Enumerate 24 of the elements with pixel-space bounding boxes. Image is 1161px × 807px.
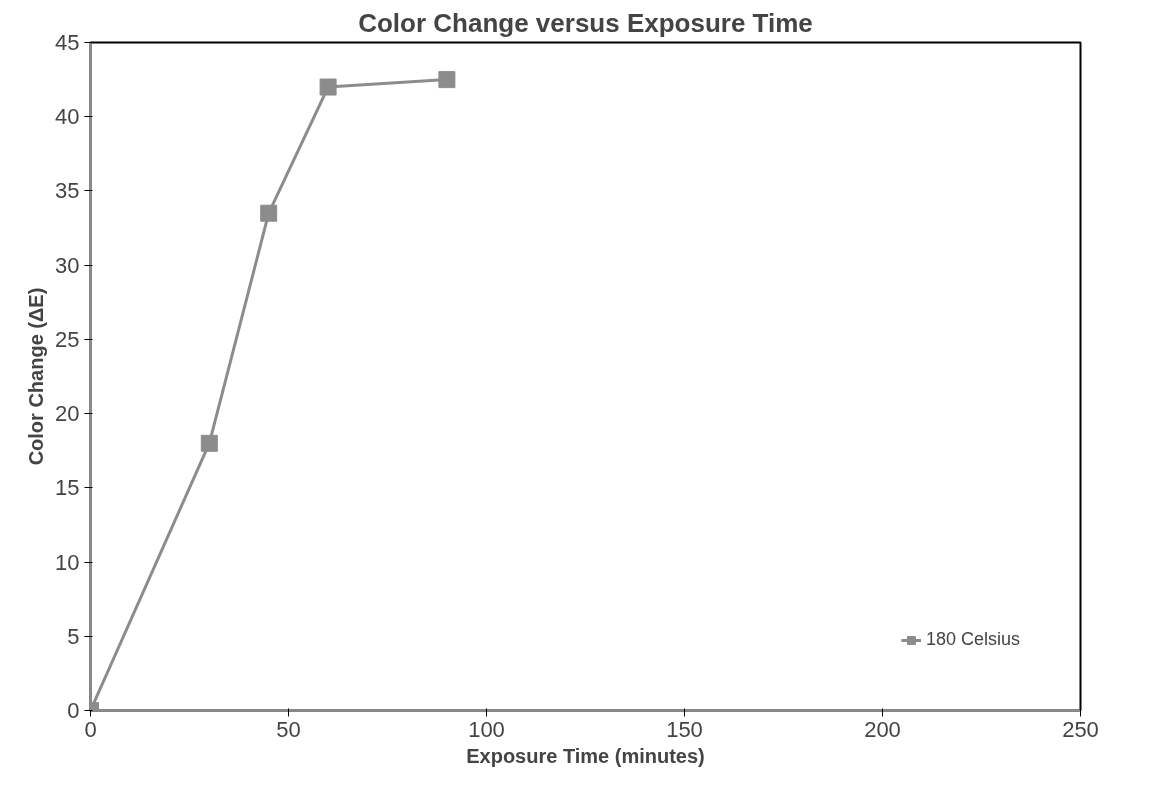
y-axis-title: Color Change (ΔE) (25, 287, 48, 466)
x-tick-label: 50 (276, 716, 301, 742)
point (200, 434, 218, 452)
y-tick-label: 45 (55, 30, 80, 55)
y-tick-label: 10 (55, 549, 80, 575)
x-tick-label: 250 (1062, 716, 1099, 742)
y-tick-label: 20 (55, 401, 80, 427)
y-tick-label: 15 (55, 475, 80, 501)
y-tick-label: 30 (55, 252, 80, 278)
chart-title: Color Change versus Exposure Time (358, 7, 813, 38)
y-tick-label: 0 (67, 698, 80, 723)
x-tick-label: 200 (864, 716, 901, 742)
x-tick-label: 0 (84, 716, 97, 742)
y-tick-label: 35 (55, 178, 80, 204)
y-tick-label: 40 (55, 104, 80, 130)
legend-label: 180 Celsius (925, 629, 1020, 650)
y-tick-label: 25 (55, 326, 80, 352)
x-tick-label: 150 (666, 716, 703, 742)
point (319, 78, 337, 96)
point (260, 204, 278, 222)
x-axis-title: Exposure Time (minutes) (466, 744, 705, 767)
y-tick-label: 5 (67, 623, 80, 649)
point (438, 71, 456, 89)
x-tick-label: 100 (468, 716, 505, 742)
